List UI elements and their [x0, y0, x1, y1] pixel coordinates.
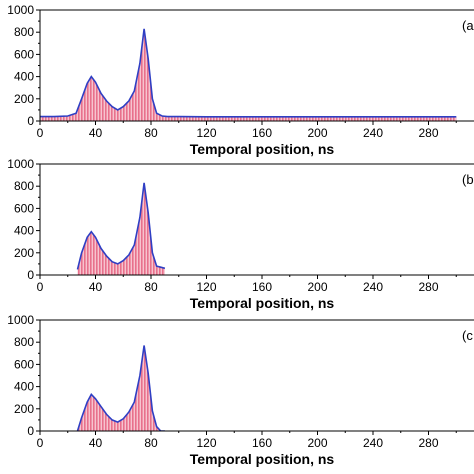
chart-panel-2: 0 200 400 600 800 1000 0 40 80 120 160 200 240 280 Tem…: [7, 157, 474, 311]
plot-area: [40, 28, 457, 121]
x-tick-label: 40: [89, 436, 103, 450]
x-tick-label: 280: [418, 436, 438, 450]
series-line: [40, 28, 457, 118]
y-tick-label: 200: [14, 92, 34, 106]
series-area: [77, 345, 165, 431]
x-tick-label: 160: [252, 436, 272, 450]
x-tick-label: 160: [252, 280, 272, 294]
x-tick-label: 120: [196, 126, 216, 140]
y-tick-label: 200: [14, 402, 34, 416]
y-tick-label: 400: [14, 70, 34, 84]
plot-area: [76, 182, 166, 275]
x-tick-label: 0: [37, 280, 44, 294]
x-axis-title: Temporal position, ns: [190, 141, 335, 157]
y-tick-label: 1000: [7, 157, 34, 171]
chart-panel-1: 0 200 400 600 800 1000 0 40 80 120 160 200 240 280 Tem…: [7, 3, 474, 157]
x-tick-label: 200: [307, 280, 327, 294]
y-tick-label: 0: [27, 268, 34, 282]
y-tick-label: 200: [14, 246, 34, 260]
x-tick-label: 240: [363, 436, 383, 450]
x-tick-label: 240: [363, 126, 383, 140]
x-tick-label: 120: [196, 280, 216, 294]
x-tick-label: 280: [418, 280, 438, 294]
chart-panel-3: 0 200 400 600 800 1000 0 40 80 120 160 200 240 280 Tem…: [7, 313, 474, 467]
x-tick-label: 120: [196, 436, 216, 450]
y-tick-label: 400: [14, 380, 34, 394]
x-tick-label: 80: [144, 126, 158, 140]
y-tick-label: 600: [14, 201, 34, 215]
plot-area: [76, 345, 165, 431]
y-tick-label: 400: [14, 224, 34, 238]
x-tick-label: 0: [37, 126, 44, 140]
x-tick-label: 80: [144, 280, 158, 294]
series-line: [76, 345, 165, 431]
y-tick-label: 800: [14, 25, 34, 39]
panel-label: (a: [462, 18, 474, 33]
x-tick-label: 40: [89, 126, 103, 140]
x-tick-label: 0: [37, 436, 44, 450]
y-tick-label: 1000: [7, 313, 34, 327]
y-tick-label: 800: [14, 179, 34, 193]
x-axis-title: Temporal position, ns: [190, 451, 335, 467]
series-area: [40, 28, 457, 121]
y-tick-label: 800: [14, 335, 34, 349]
x-tick-label: 40: [89, 280, 103, 294]
x-tick-label: 200: [307, 436, 327, 450]
series-line: [76, 182, 166, 270]
x-tick-label: 80: [144, 436, 158, 450]
y-tick-label: 0: [27, 424, 34, 438]
y-tick-label: 600: [14, 47, 34, 61]
panel-label: (c: [462, 328, 473, 343]
x-tick-label: 240: [363, 280, 383, 294]
series-area: [77, 182, 165, 275]
x-axis-title: Temporal position, ns: [190, 295, 335, 311]
x-tick-label: 200: [307, 126, 327, 140]
y-tick-label: 1000: [7, 3, 34, 17]
x-tick-label: 280: [418, 126, 438, 140]
x-tick-label: 160: [252, 126, 272, 140]
y-tick-label: 0: [27, 114, 34, 128]
panel-label: (b: [462, 172, 474, 187]
y-tick-label: 600: [14, 357, 34, 371]
